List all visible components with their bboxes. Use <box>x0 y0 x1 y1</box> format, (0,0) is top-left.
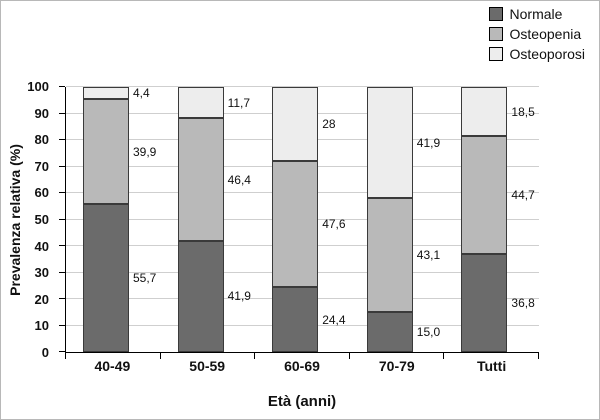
y-tick-label: 40 <box>34 238 49 254</box>
y-tick-mark <box>59 298 65 299</box>
y-tick-label: 70 <box>34 158 49 174</box>
data-label: 39,9 <box>133 144 157 159</box>
bar-segment-normale <box>272 287 319 352</box>
y-tick-label: 100 <box>27 79 49 94</box>
bar-group-40-49: 55,7 39,9 4,4 <box>66 85 161 352</box>
y-tick-mark <box>59 245 65 246</box>
legend-label-osteopenia: Osteopenia <box>509 26 582 42</box>
x-tick-label: 70-79 <box>378 358 415 374</box>
bar-segment-osteopenia <box>83 98 129 205</box>
plot-area: 55,7 39,9 4,4 41,9 46,4 11,7 24,4 47,6 28 15,0 43,… <box>59 85 539 359</box>
y-tick-mark <box>59 112 65 114</box>
data-label: 18,5 <box>511 104 535 119</box>
x-tick-mark <box>254 353 256 359</box>
y-tick-label: 60 <box>34 185 49 201</box>
stacked-bar <box>461 87 508 352</box>
data-label: 43,1 <box>416 248 441 263</box>
x-tick-label: 60-69 <box>284 358 320 374</box>
bar-segment-osteoporosi <box>83 87 129 99</box>
stacked-bar <box>366 87 413 352</box>
x-axis-tick-labels: 40-49 50-59 60-69 70-79 Tutti <box>65 358 539 376</box>
data-label: 36,8 <box>511 296 535 311</box>
y-tick-label: 50 <box>34 212 49 227</box>
y-tick-label: 30 <box>34 265 49 281</box>
bar-group-tutti: 36,8 44,7 18,5 <box>444 87 539 352</box>
y-tick-mark <box>59 218 65 220</box>
data-label: 4,4 <box>133 85 150 100</box>
y-tick-mark <box>59 86 65 87</box>
data-label: 28 <box>322 117 336 132</box>
y-axis-tick-labels: 0 10 20 30 40 50 60 70 80 90 100 <box>1 79 57 360</box>
x-tick-mark <box>538 353 539 359</box>
bar-segment-osteopenia <box>272 161 319 288</box>
bar-segment-osteoporosi <box>177 87 224 119</box>
legend-swatch-osteoporosi <box>488 47 503 61</box>
x-axis-title: Età (anni) <box>267 393 337 410</box>
legend-item-normale: Normale <box>488 6 585 22</box>
data-label: 24,4 <box>322 312 346 327</box>
y-tick-label: 0 <box>41 345 49 360</box>
data-label: 41,9 <box>416 135 441 150</box>
data-label: 46,4 <box>227 172 251 187</box>
chart-legend: Normale Osteopenia Osteoporosi <box>488 6 585 62</box>
bar-segment-osteopenia <box>366 198 413 313</box>
bar-group-60-69: 24,4 47,6 28 <box>255 87 350 352</box>
data-label: 41,9 <box>227 289 251 304</box>
bar-segment-osteopenia <box>177 118 224 241</box>
legend-swatch-normale <box>488 7 503 21</box>
y-tick-label: 10 <box>34 318 49 334</box>
x-tick-label: 50-59 <box>189 358 226 374</box>
bar-segment-osteoporosi <box>272 87 319 162</box>
x-tick-label: Tutti <box>476 358 507 374</box>
y-tick-label: 90 <box>34 105 49 121</box>
legend-label-osteoporosi: Osteoporosi <box>509 46 585 62</box>
y-tick-label: 80 <box>34 132 49 148</box>
data-label: 11,7 <box>227 95 251 110</box>
data-label: 15,0 <box>416 325 441 340</box>
y-tick-label: 20 <box>34 291 49 307</box>
y-tick-mark <box>59 139 65 140</box>
stacked-bar <box>83 87 129 352</box>
bar-segment-normale <box>366 312 413 352</box>
bar-group-50-59: 41,9 46,4 11,7 <box>161 87 256 352</box>
legend-item-osteoporosi: Osteoporosi <box>488 46 585 62</box>
gridline <box>66 86 539 87</box>
legend-swatch-osteopenia <box>488 27 503 41</box>
legend-item-osteopenia: Osteopenia <box>488 26 585 42</box>
bar-group-70-79: 15,0 43,1 41,9 <box>350 87 445 352</box>
y-tick-mark <box>59 165 65 167</box>
y-tick-mark <box>59 192 65 193</box>
stacked-bar <box>272 87 319 352</box>
y-tick-mark <box>59 351 65 352</box>
y-tick-mark <box>59 271 65 273</box>
x-tick-mark <box>159 353 161 359</box>
x-tick-mark <box>65 353 66 359</box>
x-tick-mark <box>443 353 445 359</box>
data-label: 55,7 <box>133 271 157 286</box>
stacked-bar <box>177 87 224 352</box>
bar-segment-normale <box>177 240 224 352</box>
legend-label-normale: Normale <box>509 6 563 22</box>
bar-segment-osteopenia <box>461 136 508 255</box>
x-tick-mark <box>348 353 350 359</box>
bar-segment-normale <box>83 204 129 352</box>
bar-segment-normale <box>461 254 508 352</box>
data-label: 44,7 <box>511 188 535 203</box>
bar-segment-osteoporosi <box>366 87 413 199</box>
bar-segment-osteoporosi <box>461 87 508 137</box>
data-label: 47,6 <box>322 217 346 232</box>
x-tick-label: 40-49 <box>94 358 131 374</box>
y-tick-mark <box>59 324 65 326</box>
